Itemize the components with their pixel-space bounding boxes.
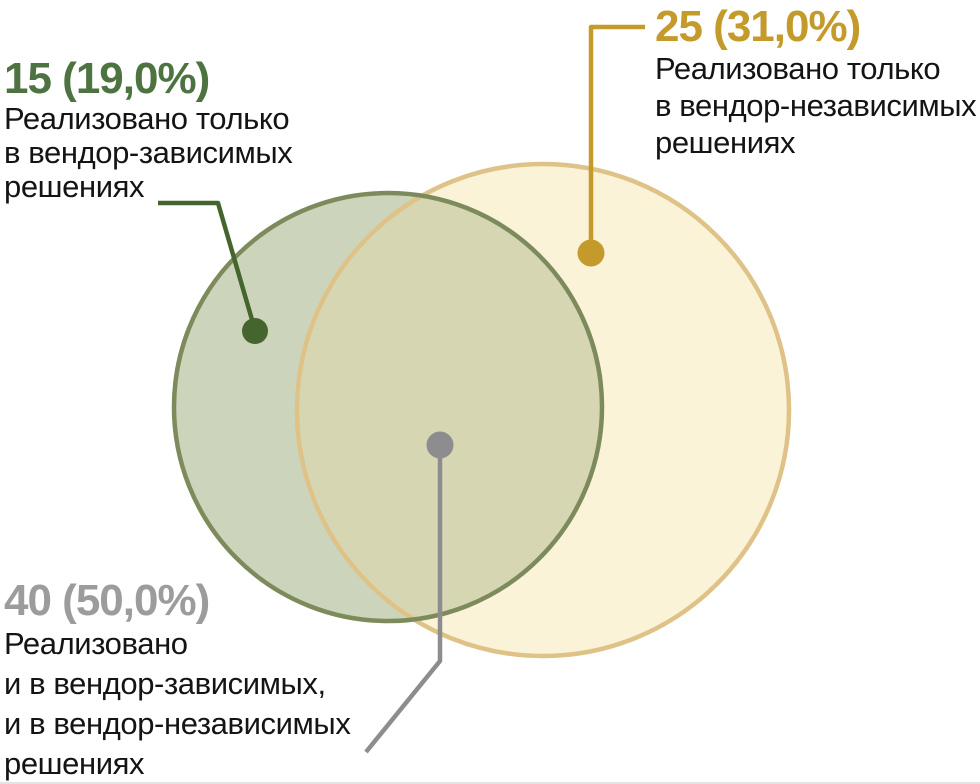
label-both-vendor-types: 40 (50,0%) Реализовано и в вендор-зависи… bbox=[4, 576, 351, 784]
label-line: в вендор-независимых bbox=[655, 88, 977, 123]
right-circle-outline bbox=[294, 161, 792, 659]
label-line: и в вендор-зависимых, bbox=[4, 666, 326, 701]
left-marker-dot bbox=[242, 318, 268, 344]
label-line: решениях bbox=[655, 125, 796, 160]
label-headline: 40 (50,0%) bbox=[4, 576, 210, 625]
label-headline: 25 (31,0%) bbox=[655, 2, 861, 51]
right-marker-dot bbox=[577, 239, 605, 267]
label-line: решениях bbox=[4, 746, 145, 781]
label-line: в вендор-зависимых bbox=[4, 135, 293, 170]
label-line: и в вендор-независимых bbox=[4, 706, 351, 741]
both-connector-line bbox=[364, 446, 443, 754]
overlap-region bbox=[297, 193, 602, 621]
label-vendor-dependent-only: 15 (19,0%) Реализовано только в вендор-з… bbox=[4, 54, 293, 204]
label-line: Реализовано только bbox=[4, 101, 290, 136]
both-marker-dot bbox=[426, 431, 454, 459]
label-line: Реализовано только bbox=[655, 51, 941, 86]
left-circle-outline bbox=[171, 190, 605, 624]
right-connector-line bbox=[588, 24, 645, 252]
label-headline: 15 (19,0%) bbox=[4, 54, 210, 103]
left-connector-line bbox=[158, 200, 258, 331]
label-line: решениях bbox=[4, 169, 145, 204]
label-line: Реализовано bbox=[4, 626, 188, 661]
label-vendor-independent-only: 25 (31,0%) Реализовано только в вендор-н… bbox=[655, 2, 977, 161]
